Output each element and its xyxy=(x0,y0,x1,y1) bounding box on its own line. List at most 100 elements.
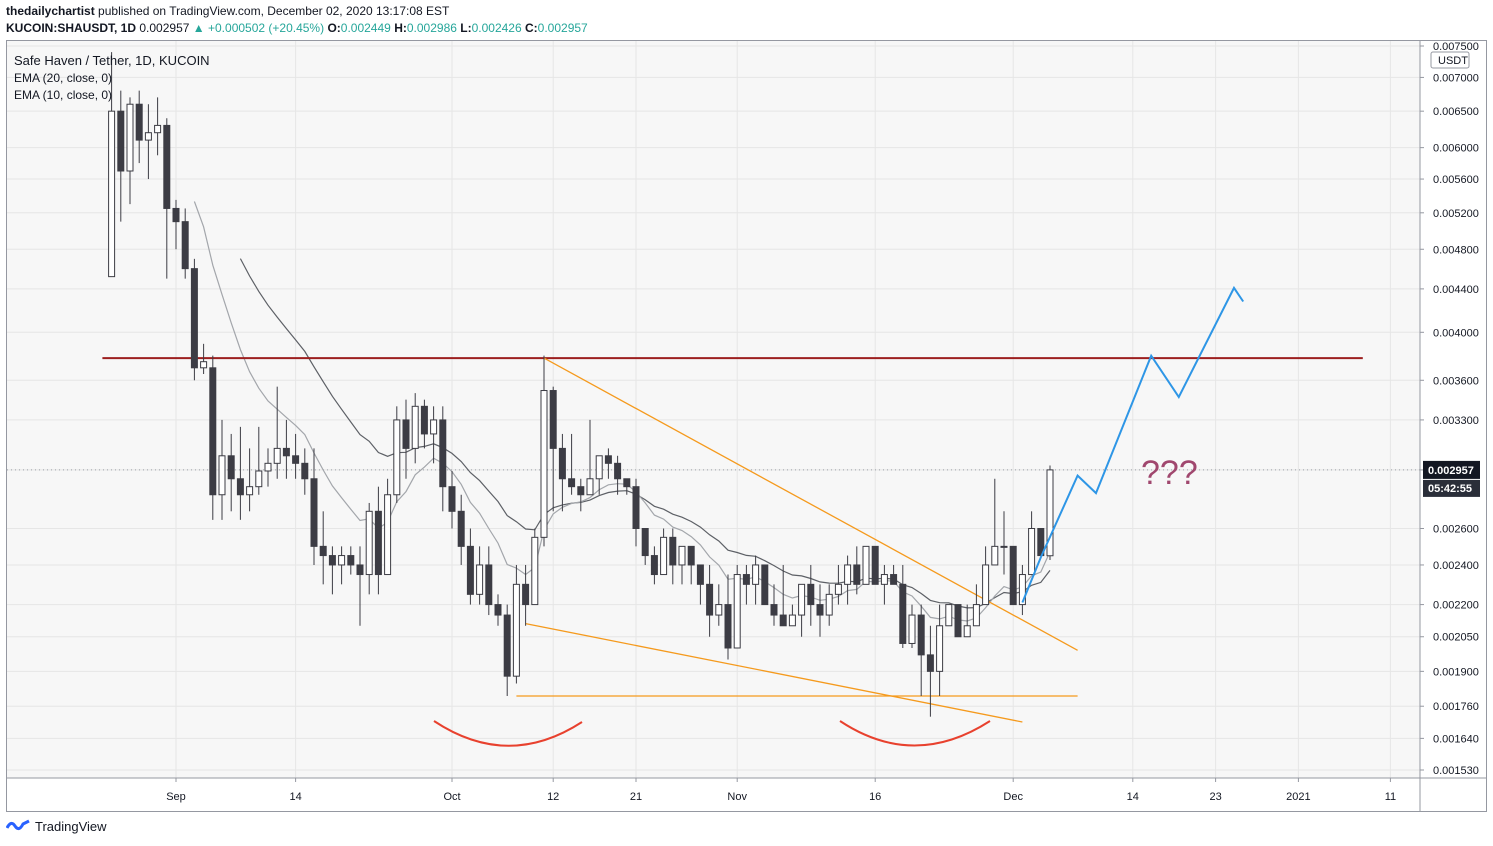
candle[interactable] xyxy=(531,528,539,606)
candle[interactable] xyxy=(522,564,530,626)
candle[interactable] xyxy=(172,199,180,250)
tradingview-brand[interactable]: TradingView xyxy=(35,818,107,834)
candle[interactable] xyxy=(650,546,658,585)
candle[interactable] xyxy=(135,90,143,164)
candle[interactable] xyxy=(163,118,171,279)
candle[interactable] xyxy=(181,208,189,279)
candle[interactable] xyxy=(687,545,695,585)
candle[interactable] xyxy=(246,448,254,512)
candle[interactable] xyxy=(963,604,971,638)
candle[interactable] xyxy=(641,528,649,565)
author-name[interactable]: thedailychartist xyxy=(6,4,95,18)
candle[interactable] xyxy=(227,433,235,512)
candle[interactable] xyxy=(476,546,484,605)
candle[interactable] xyxy=(374,486,382,595)
candle[interactable] xyxy=(853,546,861,595)
candle[interactable] xyxy=(696,564,704,605)
candle[interactable] xyxy=(844,555,852,605)
candle[interactable] xyxy=(485,546,493,616)
candle[interactable] xyxy=(1009,545,1017,606)
candle[interactable] xyxy=(1046,465,1054,561)
question-annotation[interactable]: ??? xyxy=(1141,454,1198,492)
candle[interactable] xyxy=(356,546,364,626)
candle[interactable] xyxy=(890,564,898,585)
candle[interactable] xyxy=(678,545,686,585)
candle[interactable] xyxy=(292,433,300,479)
candle[interactable] xyxy=(862,545,870,585)
candle[interactable] xyxy=(503,604,511,696)
candle[interactable] xyxy=(945,604,953,627)
ema10-legend[interactable]: EMA (10, close, 0) xyxy=(14,88,113,102)
candle[interactable] xyxy=(319,511,327,585)
candle[interactable] xyxy=(715,584,723,626)
candle[interactable] xyxy=(154,97,162,156)
candle[interactable] xyxy=(457,494,465,565)
candle[interactable] xyxy=(880,564,888,605)
candle[interactable] xyxy=(558,433,566,512)
candle[interactable] xyxy=(108,52,116,278)
candle[interactable] xyxy=(954,604,962,638)
candle[interactable] xyxy=(724,574,732,660)
candle[interactable] xyxy=(1000,511,1008,575)
candle[interactable] xyxy=(512,564,520,684)
candle[interactable] xyxy=(761,564,769,606)
candle[interactable] xyxy=(310,448,318,565)
candle[interactable] xyxy=(972,584,980,627)
ema10-line[interactable] xyxy=(193,201,1051,622)
candle[interactable] xyxy=(466,528,474,605)
candle[interactable] xyxy=(439,406,447,512)
candle[interactable] xyxy=(577,478,585,512)
candle[interactable] xyxy=(798,583,806,637)
ema20-line[interactable] xyxy=(239,258,1051,609)
candle[interactable] xyxy=(660,528,668,576)
candle[interactable] xyxy=(549,386,557,512)
plot-area[interactable] xyxy=(7,41,1420,778)
candle[interactable] xyxy=(614,455,622,495)
candle[interactable] xyxy=(411,393,419,464)
candle[interactable] xyxy=(669,528,677,585)
projection-path[interactable] xyxy=(1021,285,1245,603)
candle[interactable] xyxy=(982,546,990,606)
candle[interactable] xyxy=(742,564,750,605)
candle[interactable] xyxy=(568,433,576,495)
candle[interactable] xyxy=(752,555,760,605)
candle[interactable] xyxy=(1028,511,1036,576)
candle[interactable] xyxy=(430,406,438,464)
candle[interactable] xyxy=(420,399,428,449)
candle[interactable] xyxy=(936,604,944,696)
candle[interactable] xyxy=(448,470,456,529)
candle[interactable] xyxy=(384,478,392,576)
candle[interactable] xyxy=(632,478,640,547)
ema20-legend[interactable]: EMA (20, close, 0) xyxy=(14,71,113,85)
candle[interactable] xyxy=(816,584,824,637)
candle[interactable] xyxy=(586,419,594,496)
candle[interactable] xyxy=(779,564,787,627)
wedge-lower-line[interactable] xyxy=(525,622,1023,723)
candle[interactable] xyxy=(807,564,815,626)
candle[interactable] xyxy=(623,478,631,495)
candle[interactable] xyxy=(328,546,336,595)
candle[interactable] xyxy=(393,406,401,503)
candle[interactable] xyxy=(255,426,263,495)
candle[interactable] xyxy=(770,584,778,626)
candle[interactable] xyxy=(926,625,934,717)
candle[interactable] xyxy=(347,546,355,575)
candle[interactable] xyxy=(365,502,373,595)
candle[interactable] xyxy=(899,564,907,648)
candle[interactable] xyxy=(282,419,290,479)
candle[interactable] xyxy=(301,448,309,495)
candle[interactable] xyxy=(264,448,272,487)
candle[interactable] xyxy=(917,604,925,696)
price-axis[interactable]: 0.007500 0.007000 0.006500 0.006000 0.005600… xyxy=(1420,41,1479,777)
candle[interactable] xyxy=(144,104,152,180)
candle[interactable] xyxy=(991,478,999,566)
left-shoulder-arc[interactable] xyxy=(433,720,583,747)
time-axis[interactable]: Sep 14 Oct 12 21 Nov 16 Dec 14 23 2021 11 xyxy=(166,778,1396,803)
candle[interactable] xyxy=(733,564,741,649)
candle[interactable] xyxy=(834,564,842,605)
candle[interactable] xyxy=(190,258,198,381)
candle[interactable] xyxy=(908,604,916,648)
candle[interactable] xyxy=(788,604,796,627)
candle[interactable] xyxy=(126,97,134,205)
